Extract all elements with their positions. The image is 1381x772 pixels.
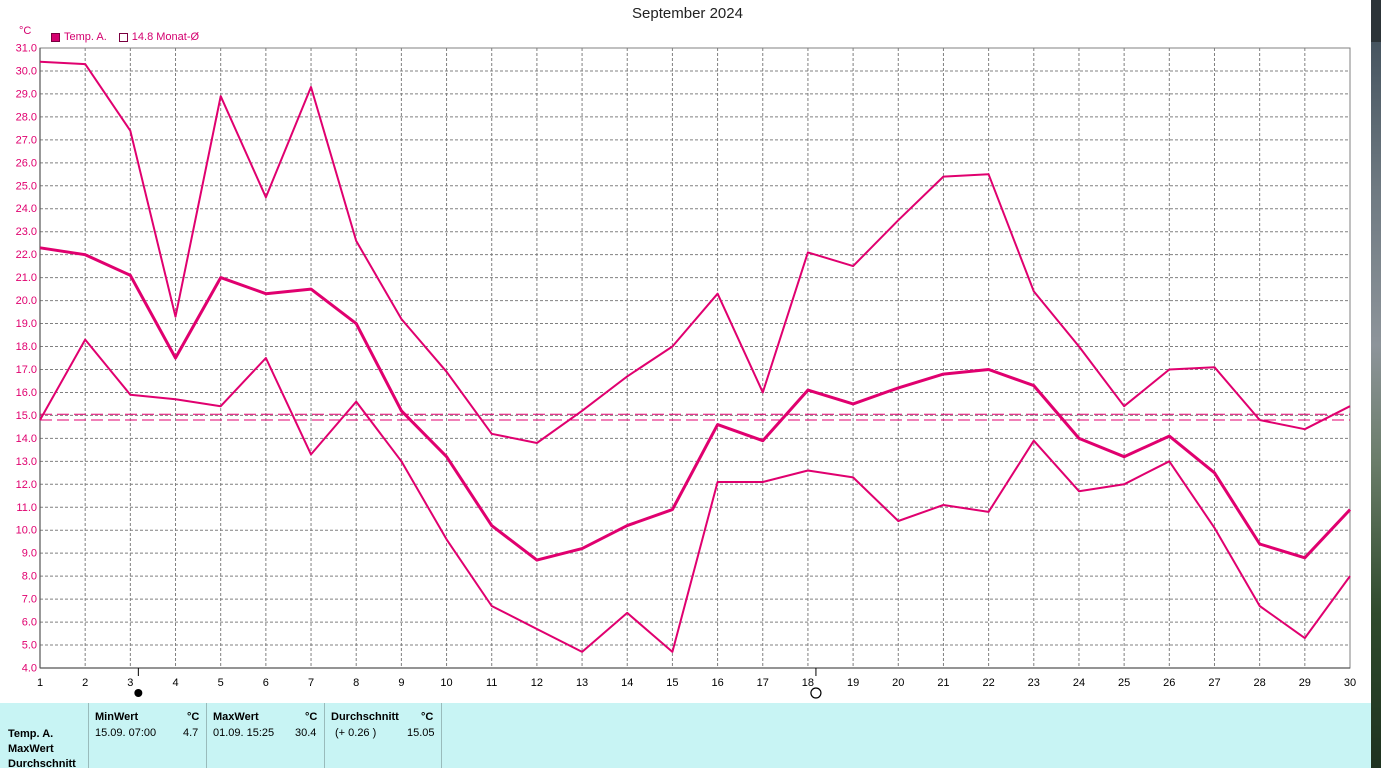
plot-frame	[39, 47, 1351, 669]
y-tick-label: 7.0	[22, 594, 37, 606]
y-tick-label: 10.0	[16, 525, 37, 537]
chart-title: September 2024	[632, 5, 743, 22]
y-tick-label: 14.0	[16, 433, 37, 445]
stats-min-when: 15.09. 07:00	[95, 727, 157, 739]
stats-min-value: 4.7	[183, 727, 199, 739]
series-line-max	[39, 60, 1351, 444]
legend-item-average[interactable]: 14.8 Monat-Ø	[118, 31, 200, 43]
y-tick-label: 24.0	[16, 203, 37, 215]
x-tick-label: 13	[576, 677, 588, 689]
y-tick-label: 8.0	[22, 571, 37, 583]
y-tick-label: 23.0	[16, 226, 37, 238]
x-tick-label: 27	[1208, 677, 1220, 689]
y-tick-label: 13.0	[16, 456, 37, 468]
x-tick-label: 17	[757, 677, 769, 689]
x-tick-label: 4	[172, 677, 178, 689]
x-tick-label: 1	[37, 677, 43, 689]
legend-swatch-open-icon	[118, 32, 128, 42]
y-tick-label: 15.0	[16, 410, 37, 422]
x-tick-label: 26	[1163, 677, 1175, 689]
x-tick-label: 21	[937, 677, 949, 689]
stats-max-value: 30.4	[295, 727, 317, 739]
y-tick-label: 28.0	[16, 111, 37, 123]
x-tick-label: 11	[486, 677, 497, 689]
y-tick-label: 26.0	[16, 157, 37, 169]
x-tick-label: 6	[263, 677, 269, 689]
x-tick-label: 7	[308, 677, 314, 689]
legend: Temp. A. 14.8 Monat-Ø	[51, 31, 199, 43]
series-line-mean	[39, 246, 1352, 562]
y-tick-label: 19.0	[16, 318, 37, 330]
y-tick-label: 12.0	[16, 479, 37, 491]
x-tick-label: 10	[440, 677, 452, 689]
y-tick-label: 11.0	[16, 502, 37, 514]
x-tick-label: 15	[666, 677, 678, 689]
legend-series-label: Temp. A.	[64, 31, 107, 43]
stats-min-column: MinWert °C 15.09. 07:00 4.7	[88, 703, 205, 768]
side-image-strip-top	[1371, 0, 1381, 42]
y-tick-label: 21.0	[16, 272, 37, 284]
legend-item-series[interactable]: Temp. A.	[51, 31, 107, 43]
y-tick-label: 6.0	[22, 617, 37, 629]
x-tick-label: 19	[847, 677, 859, 689]
stats-min-header: MinWert	[95, 711, 139, 723]
stats-row-label: MaxWert	[8, 743, 54, 755]
stats-min-unit: °C	[187, 711, 200, 723]
x-tick-label: 22	[982, 677, 994, 689]
x-tick-label: 16	[711, 677, 723, 689]
legend-swatch-filled-icon	[51, 32, 60, 42]
stats-avg-value: 15.05	[407, 727, 435, 739]
x-tick-label: 9	[398, 677, 404, 689]
x-tick-label: 29	[1299, 677, 1311, 689]
stats-panel: Temp. A. MaxWert Durchschnitt MinWert °C…	[0, 703, 1371, 770]
legend-average-label: 14.8 Monat-Ø	[131, 31, 200, 43]
x-tick-label: 23	[1028, 677, 1040, 689]
stats-avg-delta: (+ 0.26 )	[335, 727, 377, 739]
x-tick-label: 18	[802, 677, 814, 689]
x-tick-label: 3	[127, 677, 133, 689]
stats-max-column: MaxWert °C 01.09. 15:25 30.4	[206, 703, 323, 768]
y-tick-label: 29.0	[16, 88, 37, 100]
y-tick-label: 31.0	[16, 43, 37, 55]
stats-avg-header: Durchschnitt	[331, 711, 399, 723]
y-tick-label: 22.0	[16, 249, 37, 261]
stats-row-labels: Temp. A. MaxWert Durchschnitt	[8, 727, 76, 772]
y-tick-label: 30.0	[16, 65, 37, 77]
stats-avg-unit: °C	[421, 711, 434, 723]
chart-plot: 4.05.06.07.08.09.010.011.012.013.014.015…	[16, 43, 1356, 699]
x-tick-label: 28	[1254, 677, 1266, 689]
x-tick-label: 30	[1344, 677, 1356, 689]
y-tick-label: 27.0	[16, 134, 37, 146]
y-tick-label: 17.0	[16, 364, 37, 376]
y-tick-label: 25.0	[16, 180, 37, 192]
side-image-strip	[1371, 0, 1381, 768]
x-tick-label: 12	[531, 677, 543, 689]
x-tick-label: 2	[82, 677, 88, 689]
series-line-min	[39, 338, 1351, 653]
full-moon-icon	[810, 687, 822, 699]
stats-row-label: Temp. A.	[8, 728, 54, 740]
stats-max-unit: °C	[305, 711, 318, 723]
y-tick-label: 9.0	[22, 548, 37, 560]
new-moon-icon	[134, 689, 143, 697]
stats-max-header: MaxWert	[213, 711, 259, 723]
stats-row-label: Durchschnitt	[8, 758, 76, 770]
y-tick-label: 18.0	[16, 341, 37, 353]
x-tick-label: 20	[892, 677, 904, 689]
y-tick-label: 5.0	[22, 640, 37, 652]
x-tick-label: 5	[218, 677, 224, 689]
x-tick-label: 24	[1073, 677, 1085, 689]
stats-avg-column: Durchschnitt °C (+ 0.26 ) 15.05	[324, 703, 442, 768]
y-tick-label: 20.0	[16, 295, 37, 307]
y-tick-label: 4.0	[22, 663, 37, 675]
y-unit-label: °C	[19, 25, 32, 37]
x-tick-label: 25	[1118, 677, 1130, 689]
y-tick-label: 16.0	[16, 387, 37, 399]
x-tick-label: 8	[353, 677, 359, 689]
stats-max-when: 01.09. 15:25	[213, 727, 275, 739]
x-tick-label: 14	[621, 677, 633, 689]
